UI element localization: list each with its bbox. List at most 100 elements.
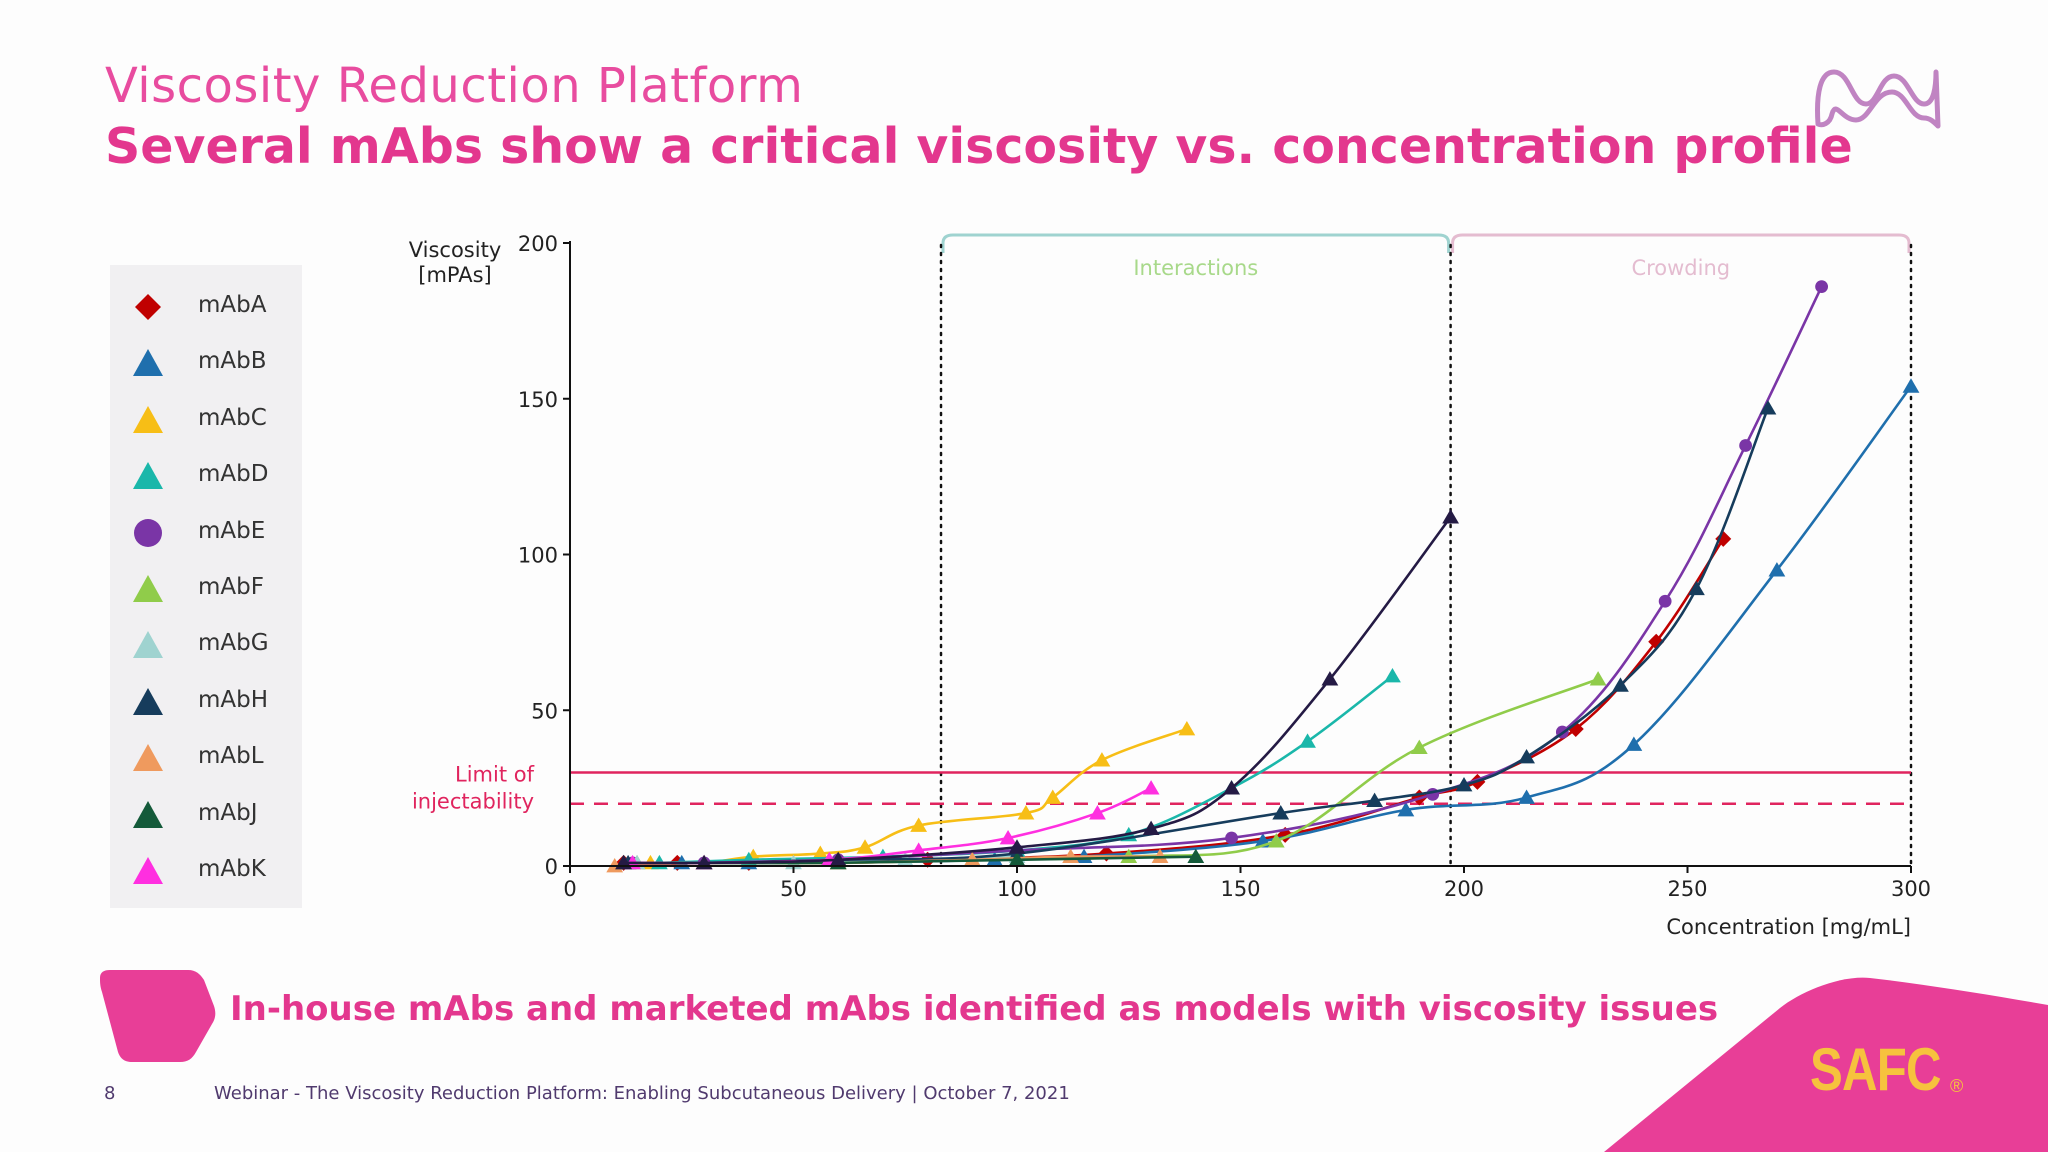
- series-line: [623, 385, 1913, 865]
- region-bracket-1: [1451, 233, 1911, 253]
- data-point: [1008, 851, 1026, 867]
- data-point: [1518, 789, 1535, 804]
- data-point: [1902, 378, 1920, 393]
- diamond-marker-icon: [135, 294, 161, 320]
- data-point: [1008, 839, 1026, 854]
- legend-item-mAbA: mAbA: [110, 279, 302, 335]
- limit-label-line2: injectability: [412, 790, 534, 814]
- data-point: [1044, 789, 1062, 804]
- data-point: [1151, 848, 1169, 864]
- triangle-marker-icon: [133, 631, 163, 659]
- legend-label: mAbD: [198, 461, 269, 488]
- legend-label: mAbB: [198, 348, 267, 375]
- data-point: [1658, 594, 1672, 608]
- series-mAbB: [615, 378, 1920, 870]
- slide-subtitle: Several mAbs show a critical viscosity v…: [105, 118, 1853, 175]
- triangle-marker-icon: [133, 744, 163, 772]
- legend-label: mAbK: [198, 856, 266, 882]
- data-point: [1397, 801, 1415, 817]
- safc-logo: SAFC: [1810, 1036, 1941, 1103]
- data-point: [1612, 677, 1629, 692]
- triangle-marker-icon: [133, 857, 163, 884]
- region-label-0: Interactions: [1133, 256, 1258, 280]
- callout-bullet-icon: [100, 970, 216, 1062]
- data-point: [1739, 439, 1753, 452]
- y-tick-label: 50: [531, 699, 558, 723]
- triangle-marker-icon: [133, 405, 163, 433]
- triangle-marker-icon: [133, 575, 163, 602]
- circle-marker-icon: [134, 518, 162, 547]
- data-point: [910, 817, 928, 832]
- legend-item-mAbC: mAbC: [110, 392, 302, 448]
- x-tick-label: 300: [1891, 877, 1931, 901]
- y-tick-label: 0: [545, 855, 558, 879]
- legend-item-mAbG: mAbG: [110, 617, 302, 673]
- legend-label: mAbH: [198, 686, 269, 713]
- y-tick-label: 150: [518, 388, 558, 412]
- legend-item-mAbJ: mAbJ: [110, 787, 302, 843]
- y-axis-label-line2: [mPAs]: [418, 263, 491, 287]
- footer-text: Webinar - The Viscosity Reduction Platfo…: [214, 1083, 1070, 1104]
- legend-item-mAbK: mAbK: [110, 843, 302, 899]
- data-point: [1759, 400, 1777, 415]
- data-point: [1267, 833, 1285, 848]
- legend-label: mAbF: [198, 574, 264, 600]
- data-point: [829, 851, 847, 867]
- data-point: [1455, 777, 1473, 792]
- legend-item-mAbE: mAbE: [110, 505, 302, 561]
- legend-label: mAbC: [198, 404, 267, 431]
- data-point: [1187, 848, 1205, 864]
- data-point: [1442, 509, 1459, 524]
- data-point: [1093, 752, 1111, 767]
- region-bracket-0: [941, 233, 1451, 253]
- data-point: [1366, 792, 1383, 807]
- legend-label: mAbL: [198, 743, 264, 770]
- data-point: [963, 851, 981, 867]
- data-point: [1089, 805, 1106, 820]
- data-point: [1225, 831, 1238, 845]
- legend-label: mAbJ: [198, 799, 258, 826]
- x-axis-label: Concentration [mg/mL]: [1666, 915, 1911, 939]
- data-point: [1321, 671, 1339, 686]
- series-unlabeled-11: [615, 509, 1459, 870]
- page-number: 8: [104, 1083, 116, 1104]
- triangle-marker-icon: [133, 462, 163, 490]
- series-mAbE: [626, 280, 1828, 870]
- legend-item-mAbF: mAbF: [110, 561, 302, 617]
- legend-label: mAbG: [198, 630, 269, 657]
- legend-label: mAbA: [198, 292, 267, 318]
- data-point: [1589, 671, 1607, 686]
- data-point: [1178, 720, 1196, 736]
- legend-label: mAbE: [198, 517, 266, 544]
- x-tick-label: 100: [997, 877, 1037, 901]
- series-mAbA: [615, 530, 1732, 871]
- triangle-marker-icon: [133, 800, 163, 828]
- data-point: [1815, 280, 1828, 294]
- triangle-marker-icon: [133, 687, 163, 715]
- data-point: [811, 845, 829, 860]
- x-tick-label: 150: [1220, 877, 1260, 901]
- x-tick-label: 0: [563, 877, 576, 901]
- triangle-marker-icon: [133, 349, 163, 377]
- y-tick-label: 100: [518, 544, 558, 568]
- data-point: [1715, 530, 1732, 547]
- data-point: [1518, 748, 1535, 764]
- region-label-1: Crowding: [1631, 256, 1730, 280]
- y-tick-label: 200: [518, 232, 558, 256]
- series-line: [623, 538, 1725, 865]
- chart-legend: mAbA mAbB mAbC mAbD mAbE mAbF mAbG mAbH mAbL mAbJ…: [110, 265, 302, 908]
- y-axis-label-line1: Viscosity: [409, 238, 502, 262]
- data-point: [910, 842, 928, 857]
- legend-item-mAbL: mAbL: [110, 730, 302, 786]
- data-point: [1142, 820, 1160, 836]
- x-tick-label: 250: [1667, 877, 1707, 901]
- data-point: [1299, 733, 1316, 748]
- brand-logo-icon: [1815, 69, 1941, 129]
- series-mAbH: [619, 400, 1777, 870]
- data-point: [999, 829, 1017, 845]
- data-point: [1625, 736, 1643, 751]
- safc-registered-mark: ®: [1950, 1076, 1964, 1096]
- data-point: [1384, 667, 1401, 683]
